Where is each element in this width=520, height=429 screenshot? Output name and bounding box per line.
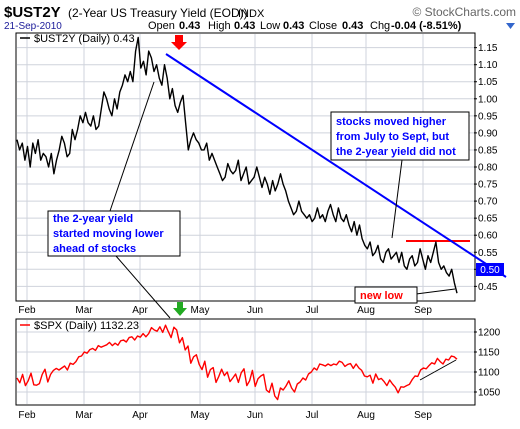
yield-note-box (47, 210, 181, 257)
spx-series-line (16, 324, 458, 401)
yield-note-line: started moving lower (53, 228, 164, 240)
x-tick-label: Jul (306, 305, 319, 316)
yield-series-group (16, 36, 458, 294)
y-tick-label: 0.90 (478, 128, 498, 139)
quote-high-label: High (208, 20, 231, 32)
y-tick-label: 1100 (478, 368, 500, 379)
x-tick-label: Feb (18, 305, 36, 316)
quote-low-value: 0.43 (283, 20, 304, 32)
y-tick-label: 0.85 (478, 145, 498, 156)
symbol-title: $UST2Y (4, 4, 61, 21)
yield-note-line: ahead of stocks (53, 243, 136, 255)
quote-close-value: 0.43 (342, 20, 363, 32)
symbol-description: (2-Year US Treasury Yield (EOD)) (68, 6, 248, 20)
last-value-label: 0.50 (480, 265, 500, 276)
chevron-down-icon[interactable] (506, 23, 515, 29)
spx-legend: $SPX (Daily) 1132.23 (34, 320, 139, 332)
x-tick-label: Sep (414, 410, 432, 421)
new-low-box (354, 286, 418, 304)
yield-note-pointer (115, 255, 171, 319)
stocks-note-line: from July to Sept, but (336, 131, 449, 143)
x-tick-label: Apr (132, 410, 148, 421)
stocks-note-line: stocks moved higher (336, 116, 447, 128)
y-tick-label: 0.45 (478, 282, 498, 293)
quote-chg-label: Chg (370, 20, 390, 32)
x-tick-label: Mar (75, 410, 93, 421)
x-tick-label: Sep (414, 305, 432, 316)
stocks-note-line: the 2-year yield did not (336, 146, 456, 158)
y-tick-label: 1200 (478, 328, 501, 339)
x-tick-label: Jul (306, 410, 319, 421)
x-tick-label: May (191, 410, 210, 421)
y-tick-label: 0.70 (478, 197, 498, 208)
quote-low-label: Low (260, 20, 280, 32)
stocks-note-box (330, 111, 470, 161)
x-tick-label: Mar (75, 305, 93, 316)
yield-note-line: the 2-year yield (53, 213, 133, 225)
watermark: © StockCharts.com (412, 5, 516, 19)
y-tick-label: 0.60 (478, 231, 498, 242)
exchange-label: INDX (238, 8, 265, 20)
last-value-marker (476, 263, 504, 276)
yield-x-axis: Feb Mar Apr May Jun Jul Aug Sep (18, 305, 432, 316)
spx-y-axis: 1050 1100 1150 1200 (474, 328, 501, 399)
x-tick-label: Jun (247, 410, 263, 421)
stocks-note-pointer (419, 359, 457, 381)
y-tick-label: 1.05 (478, 77, 498, 88)
y-tick-label: 1.00 (478, 94, 498, 105)
y-tick-label: 0.55 (478, 248, 498, 259)
quote-open-value: 0.43 (179, 20, 200, 32)
spx-x-axis: Feb Mar Apr May Jun Jul Aug Sep (18, 410, 432, 421)
chart-date: 21-Sep-2010 (4, 21, 62, 32)
new-low-pointer (415, 288, 456, 295)
y-tick-label: 1.15 (478, 43, 498, 54)
x-tick-label: Aug (357, 410, 375, 421)
x-tick-label: Feb (18, 410, 36, 421)
quote-close-label: Close (309, 20, 337, 32)
trendline (165, 53, 507, 278)
y-tick-label: 1.10 (478, 60, 498, 71)
yield-series-line (16, 36, 458, 294)
quote-high-value: 0.43 (234, 20, 255, 32)
y-tick-label: 1050 (478, 388, 501, 399)
y-tick-label: 1150 (478, 348, 500, 359)
yield-legend: $UST2Y (Daily) 0.43 (34, 33, 135, 45)
x-tick-label: Aug (357, 305, 375, 316)
x-tick-label: Jun (247, 305, 263, 316)
quote-open-label: Open (148, 20, 175, 32)
y-tick-label: 0.95 (478, 111, 498, 122)
arrow-down-icon (171, 35, 187, 50)
x-tick-label: Apr (132, 305, 148, 316)
x-tick-label: May (191, 305, 210, 316)
spx-series-group (16, 324, 458, 401)
arrow-down-icon (173, 302, 187, 316)
yield-y-axis: 0.45 0.50 0.55 0.60 0.65 0.70 0.75 0.80 0.85 0.90… (474, 43, 498, 293)
quote-chg-value: -0.04 (-8.51%) (391, 20, 462, 32)
y-tick-label: 0.75 (478, 180, 498, 191)
y-tick-label: 0.65 (478, 214, 498, 225)
y-tick-label: 0.80 (478, 163, 498, 174)
yield-note-pointer (109, 81, 155, 212)
stocks-note-pointer (391, 159, 403, 239)
new-low-label: new low (360, 290, 403, 302)
